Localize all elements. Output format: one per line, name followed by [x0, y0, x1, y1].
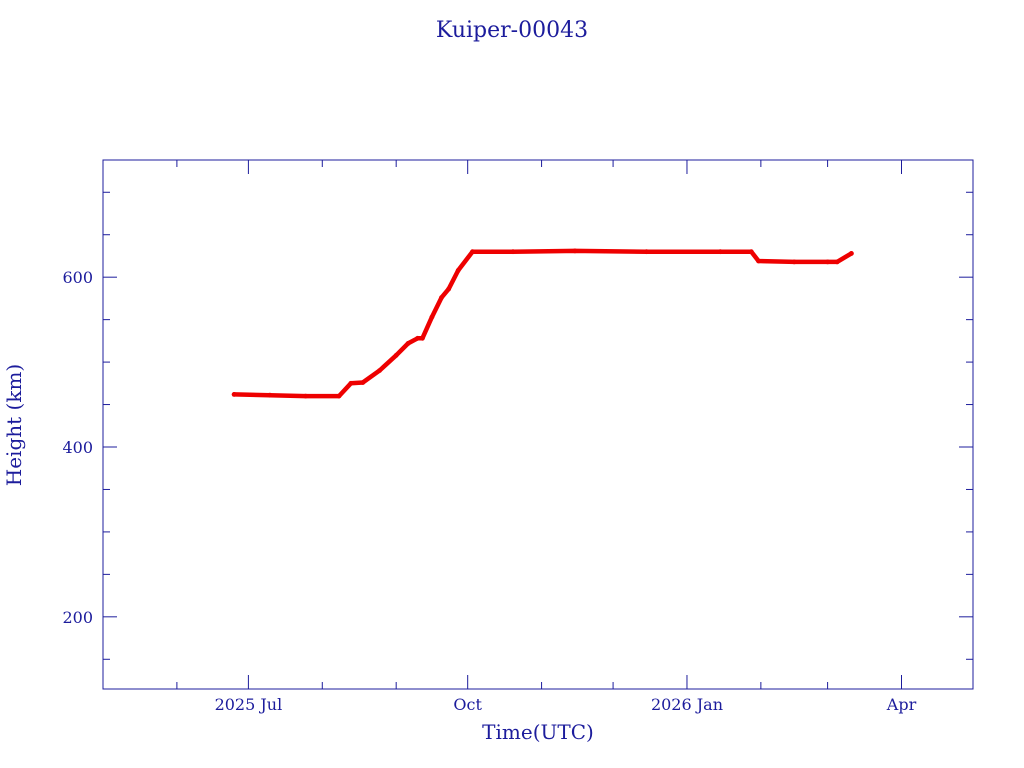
- series-line-height: [231, 248, 854, 399]
- data-point: [420, 335, 425, 341]
- data-point: [644, 249, 649, 255]
- x-tick-label: Oct: [453, 695, 482, 714]
- chart-title: Kuiper-00043: [436, 18, 588, 43]
- y-tick-label: 600: [62, 268, 93, 287]
- data-point: [446, 286, 451, 292]
- data-point: [377, 368, 382, 373]
- axis-ticks: [103, 160, 973, 689]
- data-point: [348, 380, 354, 386]
- data-point: [415, 335, 420, 341]
- data-point: [429, 314, 435, 320]
- x-tick-label: 2026 Jan: [651, 695, 723, 714]
- data-point: [572, 248, 578, 254]
- data-point: [455, 268, 461, 273]
- y-tick-label: 200: [62, 608, 93, 627]
- data-point: [756, 258, 761, 264]
- data-point: [825, 259, 830, 265]
- data-point: [303, 393, 308, 399]
- data-point: [267, 392, 273, 398]
- data-point: [393, 352, 399, 358]
- data-point: [439, 295, 444, 300]
- data-point: [791, 259, 797, 265]
- data-point: [231, 392, 237, 397]
- data-point: [470, 249, 475, 255]
- x-tick-label: Apr: [886, 695, 917, 714]
- data-point: [336, 393, 342, 399]
- data-point: [849, 251, 854, 256]
- y-tick-label: 400: [62, 438, 93, 457]
- data-point: [748, 249, 754, 255]
- axis-tick-labels: 2025 Jul Oct 2026 Jan Apr 200 400 600: [62, 268, 916, 714]
- data-series: [231, 248, 854, 399]
- data-point: [360, 380, 366, 385]
- x-tick-label: 2025 Jul: [215, 695, 283, 714]
- data-point: [405, 341, 411, 346]
- x-axis-label: Time(UTC): [482, 720, 594, 744]
- data-point: [717, 249, 723, 255]
- data-point: [510, 249, 516, 255]
- plot-frame: [102, 159, 974, 690]
- data-point: [834, 259, 840, 265]
- y-axis-label: Height (km): [2, 364, 26, 486]
